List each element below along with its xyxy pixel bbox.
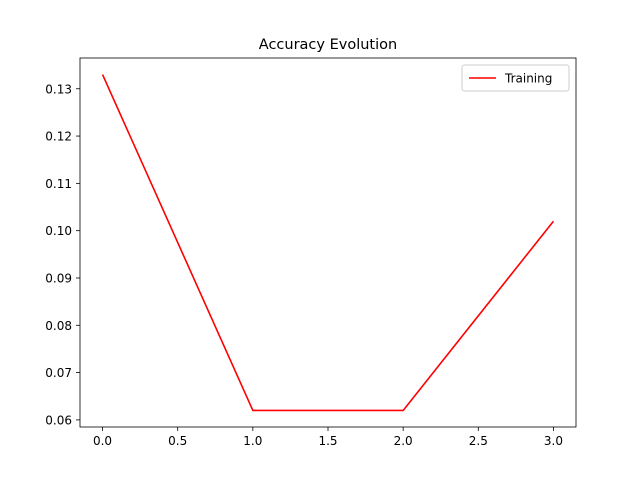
x-tick-label: 3.0 (544, 434, 563, 448)
x-tick-label: 2.5 (469, 434, 488, 448)
y-tick-label: 0.11 (45, 177, 72, 191)
series-layer (101, 74, 555, 412)
axes-frame (79, 57, 577, 428)
y-tick-label: 0.12 (45, 130, 72, 144)
legend-label: Training (504, 72, 552, 86)
chart-title: Accuracy Evolution (259, 37, 397, 53)
y-tick-label: 0.07 (45, 366, 72, 380)
legend: Training (461, 64, 570, 92)
x-tick-label: 1.0 (243, 434, 262, 448)
plot-area (80, 58, 576, 427)
plot-background (80, 58, 576, 427)
x-axis: 0.0 0.5 1.0 1.5 2.0 2.5 3.0 (93, 427, 563, 448)
legend-box (461, 64, 570, 92)
x-tick-label: 0.5 (168, 434, 187, 448)
x-tick-label: 2.0 (394, 434, 413, 448)
y-tick-label: 0.09 (45, 271, 72, 285)
y-tick-label: 0.10 (45, 224, 72, 238)
series-line-training (101, 74, 555, 412)
x-tick-label: 1.5 (318, 434, 337, 448)
x-tick-label: 0.0 (93, 434, 112, 448)
y-tick-label: 0.13 (45, 82, 72, 96)
y-tick-label: 0.08 (45, 319, 72, 333)
y-tick-label: 0.06 (45, 413, 72, 427)
y-axis: 0.06 0.07 0.08 0.09 0.10 0.11 0.12 0.13 (45, 82, 80, 427)
